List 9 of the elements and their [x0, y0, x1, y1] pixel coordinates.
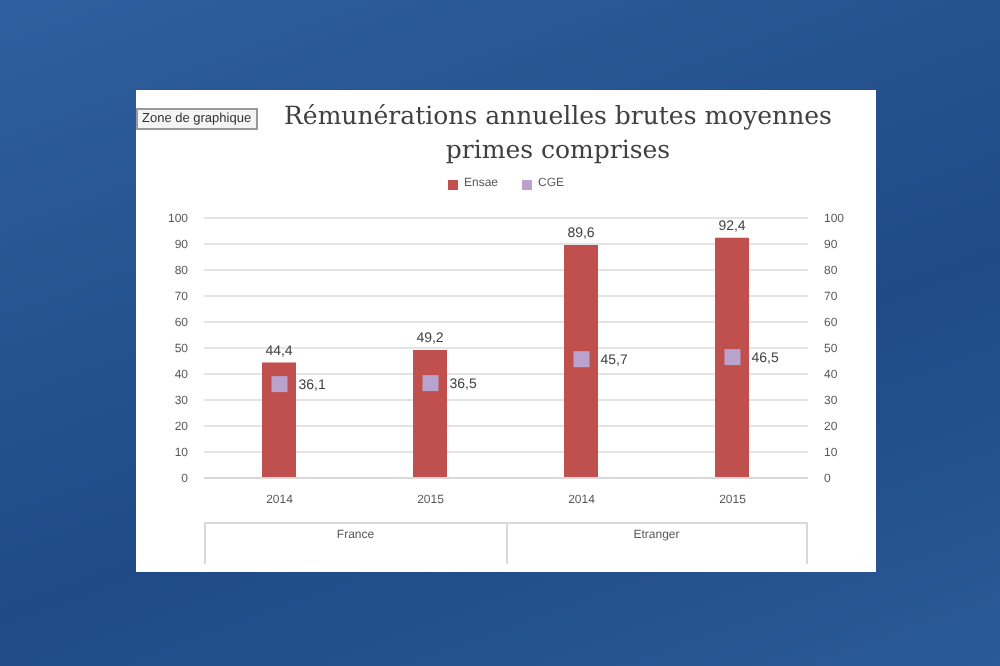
bar — [262, 362, 296, 478]
chart-title: Rémunérations annuelles brutes moyennes primes comprises — [282, 98, 834, 166]
bar — [564, 245, 598, 478]
point — [724, 349, 741, 366]
point — [573, 351, 590, 368]
bar — [715, 237, 749, 478]
point — [271, 376, 288, 393]
point — [422, 375, 439, 392]
bar — [413, 350, 447, 478]
